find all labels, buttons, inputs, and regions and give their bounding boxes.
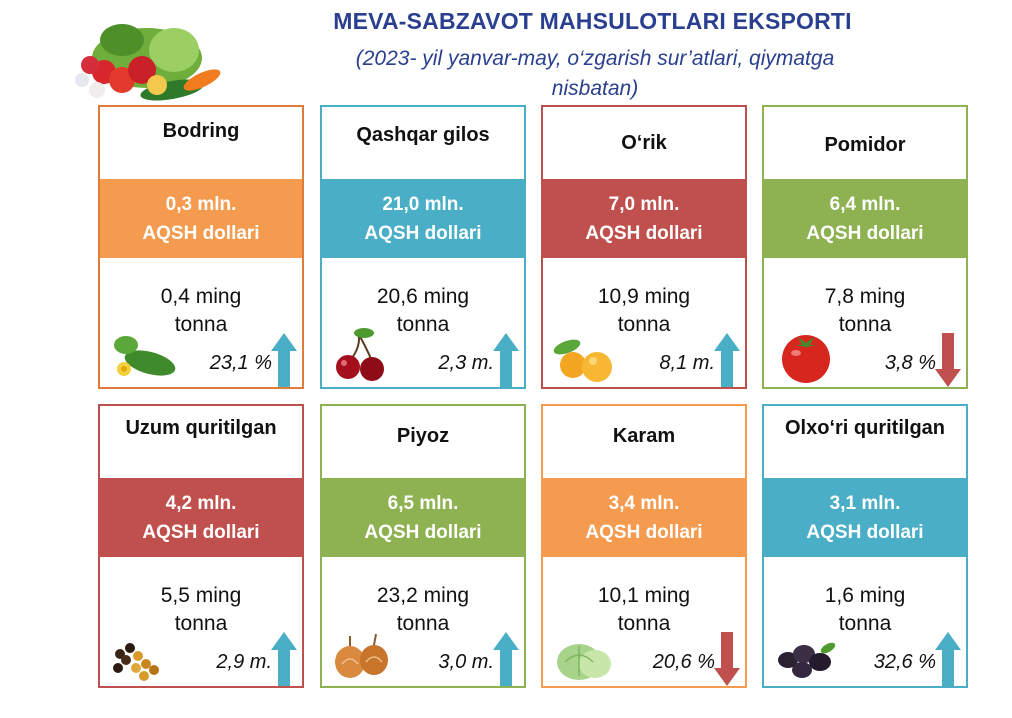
subtitle-line-2: nisbatan) xyxy=(551,77,639,100)
quantity-unit: tonna xyxy=(174,313,228,336)
value-band: 21,0 mln. AQSH dollari xyxy=(322,179,524,258)
quantity: 10,1 ming tonna xyxy=(543,582,745,638)
quantity: 7,8 ming tonna xyxy=(764,283,966,339)
value-band: 3,4 mln. AQSH dollari xyxy=(543,478,745,557)
quantity: 0,4 ming tonna xyxy=(100,283,302,339)
export-value: 6,4 mln. xyxy=(829,194,901,215)
value-band: 0,3 mln. AQSH dollari xyxy=(100,179,302,258)
change-rate: 20,6 % xyxy=(652,651,715,673)
quantity-unit: tonna xyxy=(396,313,450,336)
product-card-karam: Karam 3,4 mln. AQSH dollari 10,1 ming tonn… xyxy=(541,404,747,688)
quantity-value: 10,1 ming xyxy=(597,584,691,607)
arrow-down-icon xyxy=(935,333,961,387)
export-value: 6,5 mln. xyxy=(387,493,459,514)
currency-label: AQSH dollari xyxy=(806,223,924,244)
arrow-up-icon xyxy=(493,333,519,387)
value-band: 3,1 mln. AQSH dollari xyxy=(764,478,966,557)
product-name: O‘rik xyxy=(621,132,667,154)
arrow-up-icon xyxy=(271,333,297,387)
export-value: 3,1 mln. xyxy=(829,493,901,514)
raisins-icon xyxy=(113,643,159,681)
quantity-unit: tonna xyxy=(396,612,450,635)
cherry-icon xyxy=(336,328,384,381)
quantity-value: 20,6 ming xyxy=(376,285,470,308)
arrow-up-icon xyxy=(935,632,961,686)
currency-label: AQSH dollari xyxy=(142,223,260,244)
product-name: Piyoz xyxy=(396,425,450,447)
cabbage-icon xyxy=(557,644,611,680)
product-name: Uzum quritilgan xyxy=(125,417,277,439)
product-name: Pomidor xyxy=(824,134,906,156)
quantity: 20,6 ming tonna xyxy=(322,283,524,339)
quantity-value: 10,9 ming xyxy=(597,285,691,308)
product-card-orik: O‘rik 7,0 mln. AQSH dollari 10,9 ming tonn… xyxy=(541,105,747,389)
export-value: 21,0 mln. xyxy=(382,194,464,215)
change-rate: 23,1 % xyxy=(209,352,272,374)
product-card-bodring: Bodring 0,3 mln. AQSH dollari 0,4 ming ton… xyxy=(98,105,304,389)
vegetables-illustration-icon xyxy=(75,24,221,101)
arrow-down-icon xyxy=(714,632,740,686)
quantity-unit: tonna xyxy=(174,612,228,635)
change-rate: 3,8 % xyxy=(884,352,936,374)
arrow-up-icon xyxy=(714,333,740,387)
change-rate: 8,1 m. xyxy=(659,352,715,374)
quantity-unit: tonna xyxy=(838,313,892,336)
currency-label: AQSH dollari xyxy=(142,522,260,543)
export-value: 3,4 mln. xyxy=(608,493,680,514)
value-band: 7,0 mln. AQSH dollari xyxy=(543,179,745,258)
change-rate: 2,3 m. xyxy=(438,352,494,374)
export-value: 0,3 mln. xyxy=(165,194,237,215)
product-card-qashqar-gilos: Qashqar gilos 21,0 mln. AQSH dollari 20,6… xyxy=(320,105,526,389)
product-name: Olxo‘ri quritilgan xyxy=(784,417,945,439)
arrow-up-icon xyxy=(493,632,519,686)
value-band: 4,2 mln. AQSH dollari xyxy=(100,478,302,557)
quantity-value: 1,6 ming xyxy=(824,584,906,607)
change-rate: 32,6 % xyxy=(873,651,936,673)
product-card-pomidor: Pomidor 6,4 mln. AQSH dollari 7,8 ming ton… xyxy=(762,105,968,389)
export-value: 7,0 mln. xyxy=(608,194,680,215)
page-title: MEVA-SABZAVOT MAHSULOTLARI EKSPORTI xyxy=(333,8,852,34)
quantity-unit: tonna xyxy=(617,313,671,336)
page-subtitle: (2023- yil yanvar-may, o‘zgarish sur’atl… xyxy=(265,44,925,104)
quantity-value: 5,5 ming xyxy=(160,584,242,607)
product-name: Karam xyxy=(612,425,676,447)
change-rate: 3,0 m. xyxy=(438,651,494,673)
quantity-value: 23,2 ming xyxy=(376,584,470,607)
currency-label: AQSH dollari xyxy=(585,522,703,543)
currency-label: AQSH dollari xyxy=(585,223,703,244)
change-rate: 2,9 m. xyxy=(216,651,272,673)
product-name: Bodring xyxy=(162,120,240,142)
product-name: Qashqar gilos xyxy=(356,124,490,146)
onion-icon xyxy=(335,633,388,678)
quantity: 23,2 ming tonna xyxy=(322,582,524,638)
arrow-up-icon xyxy=(271,632,297,686)
currency-label: AQSH dollari xyxy=(806,522,924,543)
quantity-unit: tonna xyxy=(617,612,671,635)
value-band: 6,5 mln. AQSH dollari xyxy=(322,478,524,557)
subtitle-line-1: (2023- yil yanvar-may, o‘zgarish sur’atl… xyxy=(355,47,835,70)
currency-label: AQSH dollari xyxy=(364,522,482,543)
currency-label: AQSH dollari xyxy=(364,223,482,244)
cucumber-icon xyxy=(114,336,176,376)
quantity: 1,6 ming tonna xyxy=(764,582,966,638)
tomato-icon xyxy=(782,335,830,383)
quantity-value: 0,4 ming xyxy=(160,285,242,308)
quantity: 5,5 ming tonna xyxy=(100,582,302,638)
quantity: 10,9 ming tonna xyxy=(543,283,745,339)
apricot-icon xyxy=(553,339,612,382)
product-card-piyoz: Piyoz 6,5 mln. AQSH dollari 23,2 ming tonn… xyxy=(320,404,526,688)
prunes-icon xyxy=(778,642,836,678)
product-card-uzum-quritilgan: Uzum quritilgan 4,2 mln. AQSH dollari 5,5… xyxy=(98,404,304,688)
product-card-olxori-quritilgan: Olxo‘ri quritilgan 3,1 mln. AQSH dollari … xyxy=(762,404,968,688)
value-band: 6,4 mln. AQSH dollari xyxy=(764,179,966,258)
export-value: 4,2 mln. xyxy=(165,493,237,514)
quantity-value: 7,8 ming xyxy=(824,285,906,308)
quantity-unit: tonna xyxy=(838,612,892,635)
